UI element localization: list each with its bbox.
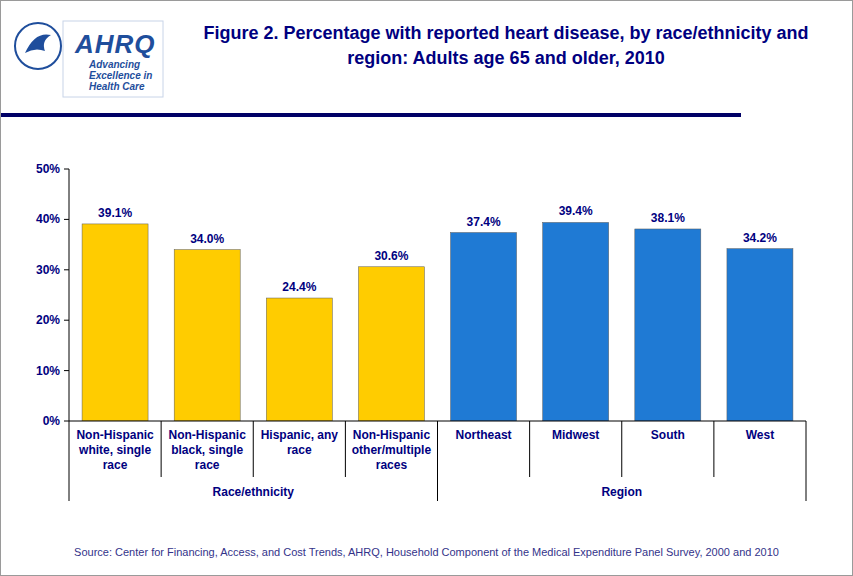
x-tick-label: Hispanic, any race [254,428,344,458]
x-tick-label: Northeast [439,428,529,443]
y-tick-label: 0% [43,414,61,428]
y-tick [64,269,69,270]
category-separator [806,421,807,501]
bar [451,233,517,421]
category-separator [253,421,254,477]
y-axis [69,169,70,421]
bar [174,250,240,421]
x-tick-label: West [715,428,805,443]
y-tick-label: 30% [36,263,60,277]
logo-eagle [25,34,51,53]
logo-seal [15,23,61,69]
bar [266,298,332,421]
data-label: 34.0% [190,232,224,246]
x-tick-label: South [623,428,713,443]
y-tick-label: 40% [36,212,60,226]
logo-name: AHRQ [75,29,156,60]
y-tick [64,219,69,220]
data-label: 39.4% [559,204,593,218]
bar [543,222,609,421]
bar [358,267,424,421]
category-separator [621,421,622,477]
logo-tagline: Advancing Excellence in Health Care [89,59,161,92]
bar [727,249,793,421]
x-tick-label: Non-Hispanic black, single race [162,428,252,473]
y-tick [64,421,69,422]
x-tick-label: Non-Hispanic other/multiple races [346,428,436,473]
title-rule [1,113,741,117]
group-label: Region [438,485,807,499]
y-tick [64,320,69,321]
category-separator [713,421,714,477]
x-tick-label: Non-Hispanic white, single race [70,428,160,473]
title: Figure 2. Percentage with reported heart… [196,21,816,71]
group-label: Race/ethnicity [69,485,438,499]
y-tick [64,169,69,170]
category-separator [529,421,530,477]
y-tick-label: 50% [36,162,60,176]
data-label: 37.4% [467,215,501,229]
source-note: Source: Center for Financing, Access, an… [1,546,852,558]
bar [635,229,701,421]
category-separator [69,421,70,501]
y-tick-label: 10% [36,364,60,378]
data-label: 34.2% [743,231,777,245]
y-tick-label: 20% [36,313,60,327]
logo-box [63,21,163,97]
data-label: 39.1% [98,206,132,220]
category-separator [345,421,346,477]
y-tick [64,370,69,371]
category-separator [437,421,438,501]
data-label: 30.6% [374,249,408,263]
x-tick-label: Midwest [531,428,621,443]
chart-root: 0% 10% 20% 30% 40% 50% 39.1% 34.0% 24.4% 30.6% 37.… [0,0,853,576]
category-separator [161,421,162,477]
bars [82,222,793,421]
bar [82,224,148,421]
data-label: 24.4% [282,280,316,294]
data-label: 38.1% [651,211,685,225]
